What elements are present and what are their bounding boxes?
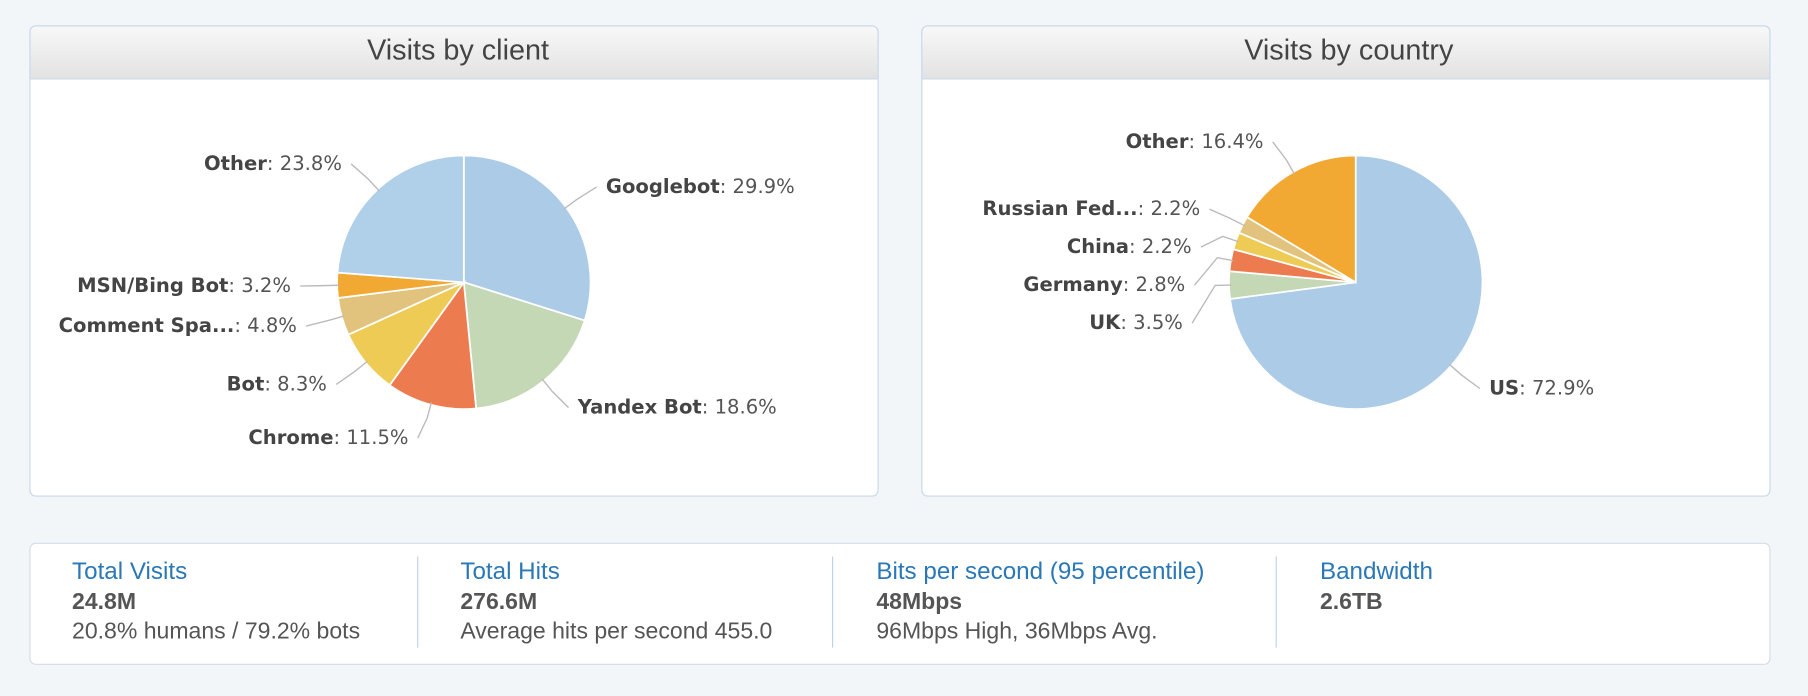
stat-value: 24.8M xyxy=(72,588,136,614)
label-separator: : xyxy=(1120,311,1133,334)
connector xyxy=(1448,363,1481,390)
label-value: 2.2% xyxy=(1150,197,1200,220)
connector xyxy=(305,315,345,327)
label-name: US xyxy=(1489,376,1519,399)
data-label: Other: 23.8% xyxy=(204,151,342,174)
label-separator: : xyxy=(720,174,733,197)
label-value: 18.6% xyxy=(715,395,777,418)
label-separator: : xyxy=(228,274,241,297)
label-value: 3.2% xyxy=(241,274,291,297)
label-separator: : xyxy=(264,372,277,395)
connector xyxy=(350,163,380,192)
connector xyxy=(1209,208,1246,227)
panel-header xyxy=(921,25,1771,80)
connector xyxy=(541,378,570,409)
connector xyxy=(563,186,598,210)
stat-detail: 20.8% humans / 79.2% bots xyxy=(72,618,360,644)
label-separator: : xyxy=(267,151,280,174)
label-name: Other xyxy=(1126,129,1189,152)
label-name: MSN/Bing Bot xyxy=(77,274,228,297)
label-separator: : xyxy=(1138,197,1151,220)
data-label: MSN/Bing Bot: 3.2% xyxy=(77,274,291,297)
connector xyxy=(1200,235,1239,248)
panel-header xyxy=(29,25,879,80)
label-value: 4.8% xyxy=(247,314,297,337)
label-name: Yandex Bot xyxy=(577,395,702,418)
label-value: 23.8% xyxy=(280,151,342,174)
label-name: Other xyxy=(204,151,267,174)
label-separator: : xyxy=(1123,273,1136,296)
chart-title: Visits by client xyxy=(367,34,549,66)
label-value: 3.5% xyxy=(1133,311,1183,334)
label-name: China xyxy=(1067,235,1129,258)
label-value: 72.9% xyxy=(1532,376,1594,399)
label-separator: : xyxy=(702,395,715,418)
stat-value: 276.6M xyxy=(460,588,537,614)
connector xyxy=(1191,284,1232,324)
stat-detail: 96Mbps High, 36Mbps Avg. xyxy=(876,618,1157,644)
label-value: 11.5% xyxy=(346,426,408,449)
label-name: Comment Spa... xyxy=(59,314,235,337)
data-label: Googlebot: 29.9% xyxy=(606,174,795,197)
label-name: Germany xyxy=(1023,273,1123,296)
label-separator: : xyxy=(1129,235,1142,258)
data-label: Russian Fed...: 2.2% xyxy=(982,197,1200,220)
data-label: Comment Spa...: 4.8% xyxy=(59,314,297,337)
label-name: UK xyxy=(1089,311,1121,334)
stat-title: Bandwidth xyxy=(1320,558,1433,585)
data-label: Yandex Bot: 18.6% xyxy=(577,395,777,418)
chart-title: Visits by country xyxy=(1244,34,1454,66)
connector xyxy=(300,284,340,287)
stat-value: 48Mbps xyxy=(876,588,962,614)
label-name: Russian Fed... xyxy=(982,197,1137,220)
label-separator: : xyxy=(1188,129,1201,152)
label-separator: : xyxy=(1519,376,1532,399)
label-name: Chrome xyxy=(248,426,333,449)
data-label: Chrome: 11.5% xyxy=(248,426,408,449)
stat-title: Total Visits xyxy=(72,558,187,585)
label-value: 8.3% xyxy=(277,372,327,395)
label-value: 29.9% xyxy=(733,174,795,197)
data-label: Bot: 8.3% xyxy=(227,372,327,395)
stat-title: Bits per second (95 percentile) xyxy=(876,558,1204,585)
label-value: 2.2% xyxy=(1142,235,1192,258)
data-label: Other: 16.4% xyxy=(1126,129,1264,152)
connector xyxy=(335,360,368,386)
connector xyxy=(1272,141,1295,175)
label-separator: : xyxy=(234,314,247,337)
label-name: Bot xyxy=(227,372,265,395)
label-value: 2.8% xyxy=(1136,273,1186,296)
label-separator: : xyxy=(334,426,347,449)
connector xyxy=(1194,256,1234,286)
stat-title: Total Hits xyxy=(460,558,559,585)
label-value: 16.4% xyxy=(1201,129,1263,152)
data-label: UK: 3.5% xyxy=(1089,311,1183,334)
data-label: Germany: 2.8% xyxy=(1023,273,1185,296)
stat-detail: Average hits per second 455.0 xyxy=(460,618,772,644)
data-label: China: 2.2% xyxy=(1067,235,1192,258)
connector xyxy=(417,402,433,439)
stat-value: 2.6TB xyxy=(1320,588,1383,614)
label-name: Googlebot xyxy=(606,174,720,197)
data-label: US: 72.9% xyxy=(1489,376,1594,399)
stats-panel xyxy=(29,542,1771,665)
